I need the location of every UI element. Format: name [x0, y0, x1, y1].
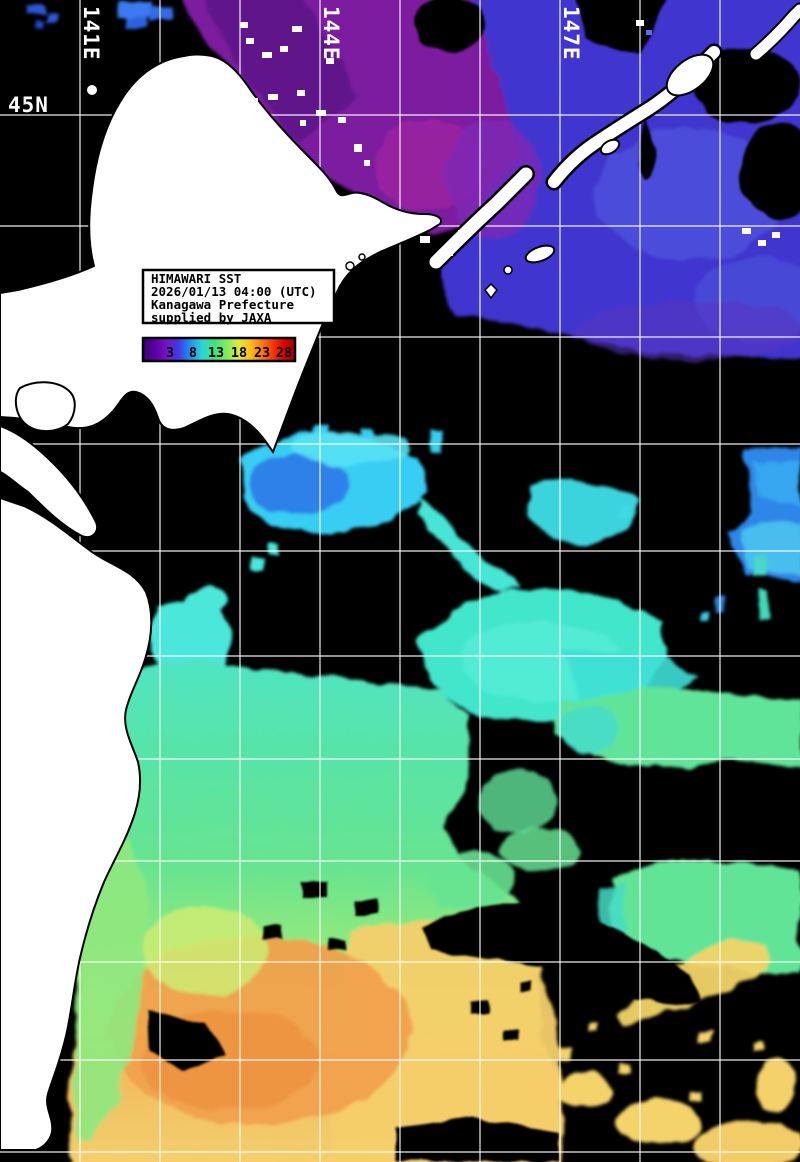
colorbar-tick-8: 8 — [189, 345, 197, 361]
colorbar-tick-13: 13 — [208, 345, 224, 361]
cloud-specks — [240, 20, 780, 256]
colorbar-tick-28: 28 — [276, 345, 292, 361]
lon-label-144e: 144E — [319, 6, 343, 61]
info-box-frame — [141, 268, 336, 325]
info-line-region: Kanagawa Prefecture — [151, 297, 294, 312]
kuril-islands — [345, 2, 800, 300]
lon-label-141e: 141E — [79, 6, 103, 61]
colorbar-gradient — [141, 336, 297, 363]
cloud-mask-layer — [148, 0, 800, 1162]
small-island — [65, 601, 75, 611]
cloud-speck — [87, 85, 97, 95]
tsugaru-peninsula — [0, 424, 98, 538]
info-box: HIMAWARI SST 2026/01/13 04:00 (UTC) Kana… — [141, 268, 336, 325]
colorbar: 3 8 13 18 23 28 — [141, 336, 297, 363]
info-line-datetime: 2026/01/13 04:00 (UTC) — [151, 284, 317, 299]
graticule-labels: 45N 141E 144E 147E — [8, 6, 583, 117]
info-line-product: HIMAWARI SST — [151, 271, 241, 286]
sst-data-layer — [26, 0, 800, 1162]
colorbar-tick-23: 23 — [254, 345, 270, 361]
colorbar-tick-18: 18 — [231, 345, 247, 361]
lon-label-147e: 147E — [559, 6, 583, 61]
colorbar-tick-3: 3 — [166, 345, 174, 361]
hokkaido-landmass — [0, 53, 442, 455]
honshu-landmass — [0, 496, 153, 1151]
shimokita-peninsula — [14, 381, 76, 432]
info-line-source: supplied by JAXA — [151, 310, 272, 325]
lat-label-45n: 45N — [8, 93, 49, 117]
